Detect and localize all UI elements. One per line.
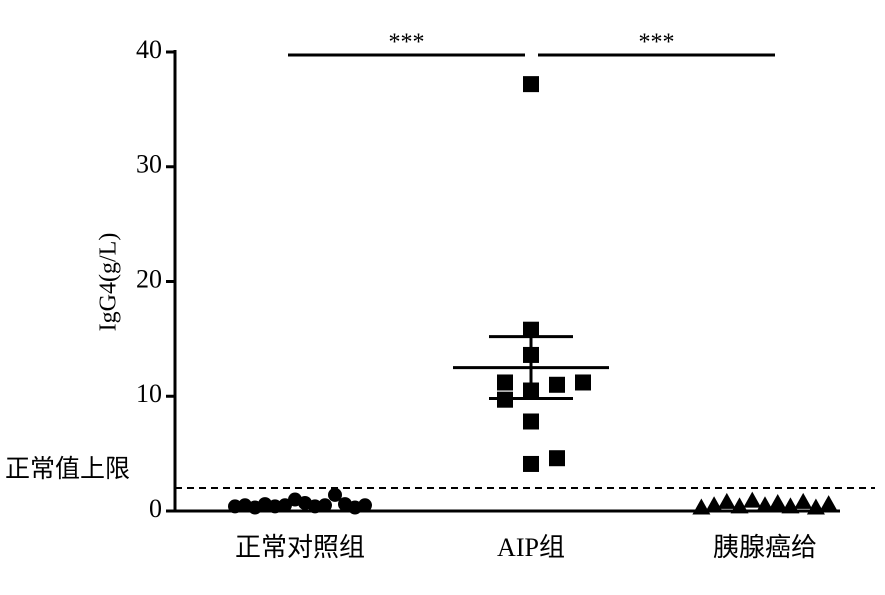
y-tick-label: 20 — [136, 264, 162, 293]
x-tick-label: 胰腺癌给 — [713, 533, 817, 562]
y-tick-label: 30 — [136, 150, 162, 179]
x-tick-label: AIP组 — [497, 533, 565, 562]
point — [497, 374, 513, 391]
point — [717, 492, 736, 509]
point — [781, 497, 800, 514]
point — [549, 450, 565, 467]
reference-label: 正常值上限 — [5, 455, 130, 483]
point — [358, 498, 372, 513]
y-tick-label: 0 — [149, 494, 162, 523]
x-tick-label: 正常对照组 — [235, 533, 365, 562]
significance-label: *** — [389, 30, 425, 56]
point — [549, 376, 565, 393]
point — [692, 498, 711, 515]
point — [743, 491, 762, 508]
point — [768, 493, 787, 510]
point — [523, 455, 539, 472]
point — [523, 413, 539, 430]
point — [318, 498, 332, 513]
y-tick-label: 40 — [136, 35, 162, 64]
significance-label: *** — [639, 30, 675, 56]
point — [819, 495, 838, 512]
point — [328, 487, 342, 502]
point — [756, 496, 774, 513]
y-axis-label: IgG4(g/L) — [96, 233, 122, 332]
point — [730, 497, 749, 514]
point — [575, 374, 591, 391]
point — [794, 492, 813, 509]
point — [523, 321, 539, 338]
y-tick-label: 10 — [136, 379, 162, 408]
error-bar — [489, 335, 573, 401]
point — [523, 76, 539, 93]
